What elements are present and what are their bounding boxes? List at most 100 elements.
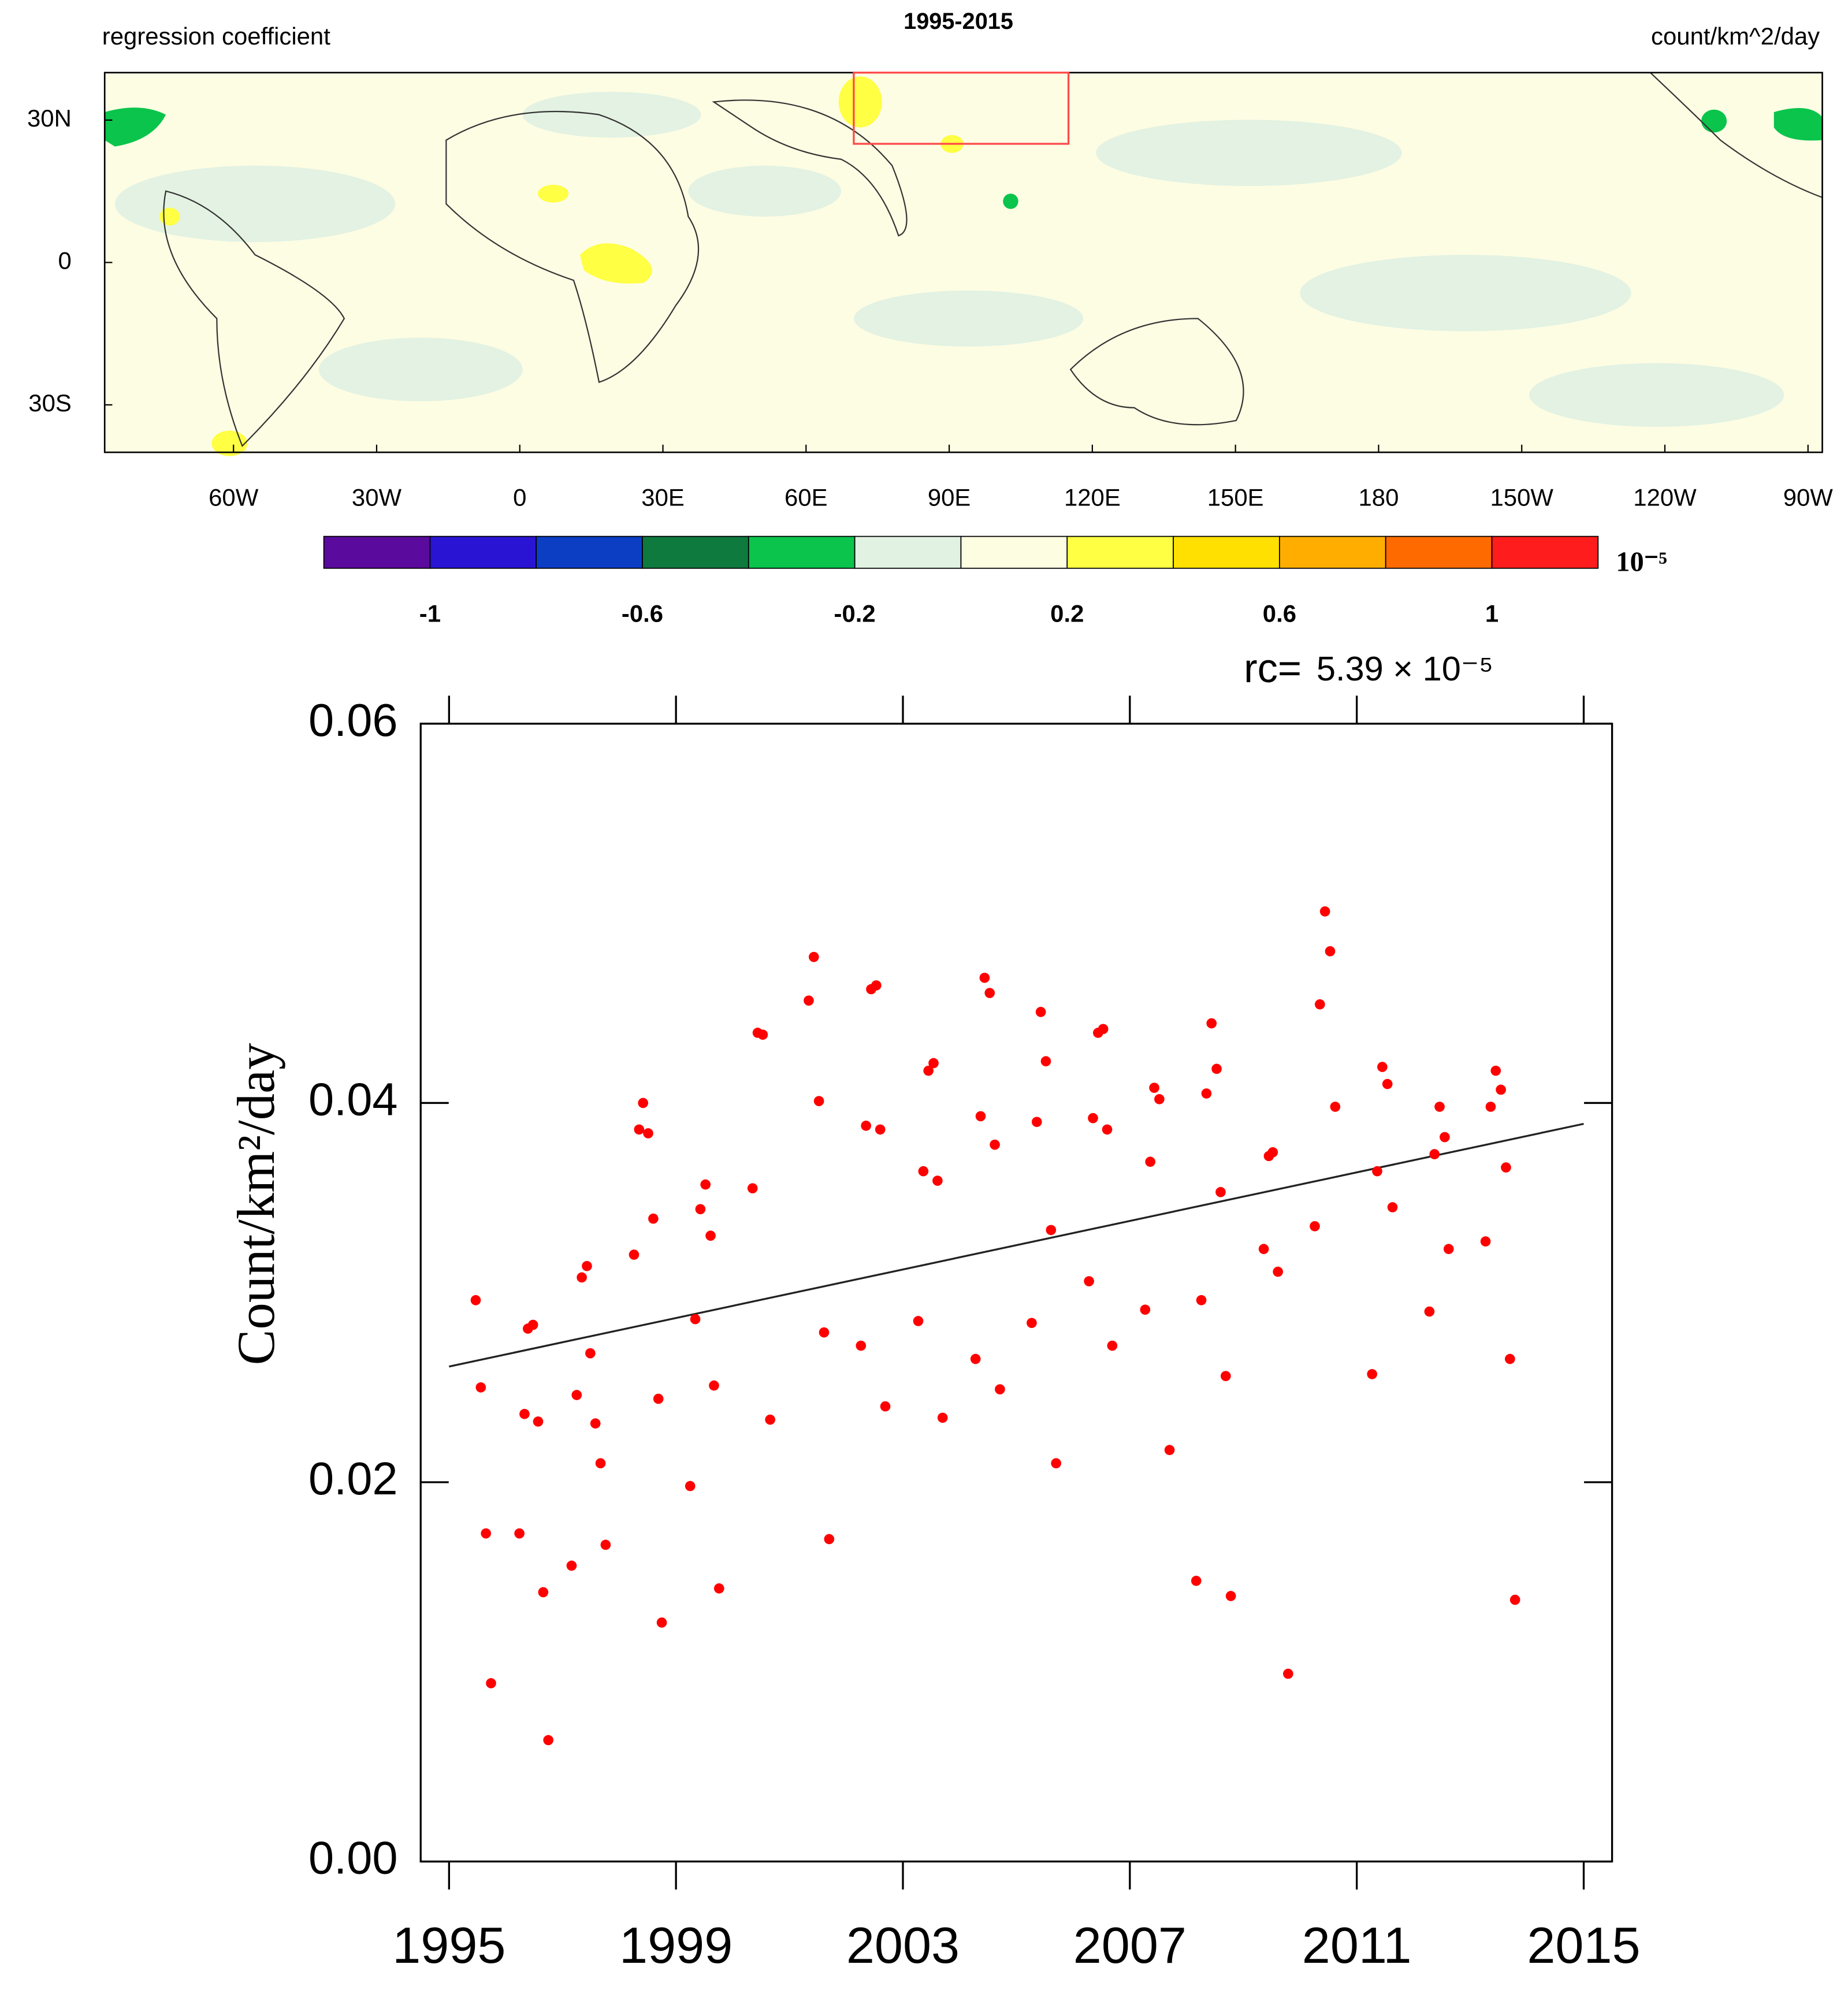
data-point: [928, 1058, 939, 1069]
colorbar-tick-label: -1: [419, 600, 441, 627]
trend-line: [448, 1122, 1584, 1368]
data-point: [808, 951, 819, 962]
data-point: [1035, 1007, 1046, 1017]
x-tick-label: 30W: [352, 484, 402, 511]
map-anomaly: [1003, 194, 1018, 209]
map-shade: [318, 337, 523, 401]
data-point: [747, 1183, 758, 1193]
data-point: [1196, 1295, 1207, 1305]
map-anomaly: [1701, 109, 1727, 133]
data-point: [481, 1528, 491, 1539]
coastline: [712, 99, 908, 237]
data-point: [1480, 1236, 1491, 1247]
data-point: [1273, 1266, 1283, 1277]
data-point: [638, 1098, 649, 1108]
data-point: [486, 1678, 496, 1688]
highlight-region: [853, 72, 1070, 145]
data-point: [527, 1319, 538, 1330]
data-point: [643, 1128, 653, 1139]
map-right-title: count/km^2/day: [1651, 23, 1820, 50]
colorbar-tick-label: -0.2: [834, 600, 876, 627]
data-point: [695, 1204, 706, 1215]
data-point: [824, 1534, 835, 1545]
x-tick-label: 1995: [392, 1917, 505, 1974]
data-point: [1443, 1244, 1454, 1255]
map-anomaly: [1773, 108, 1823, 141]
colorbar-box: [642, 535, 749, 569]
colorbar-box: [323, 535, 431, 569]
data-point: [1149, 1082, 1159, 1093]
x-tick-label: 60W: [209, 484, 259, 511]
data-point: [1382, 1078, 1393, 1089]
data-point: [634, 1124, 645, 1135]
data-point: [970, 1353, 981, 1364]
data-point: [629, 1249, 639, 1260]
data-point: [1496, 1084, 1506, 1095]
colorbar-box: [748, 535, 856, 569]
data-point: [1325, 946, 1336, 957]
data-point: [1102, 1124, 1113, 1135]
y-axis-label: Count/km²/day: [226, 1043, 286, 1366]
data-point: [1387, 1202, 1398, 1212]
data-point: [533, 1416, 544, 1427]
y-tick-label: 0: [58, 247, 72, 274]
x-tick-label: 90W: [1783, 484, 1834, 511]
x-tick-label: 2003: [846, 1917, 960, 1974]
data-point: [705, 1230, 716, 1241]
data-point: [875, 1124, 886, 1135]
map-anomaly: [579, 243, 652, 284]
data-point: [1220, 1371, 1231, 1382]
data-point: [1330, 1102, 1341, 1112]
map-background: [103, 72, 1823, 456]
x-tick-label: 120E: [1064, 484, 1121, 511]
colorbar-box: [1066, 535, 1174, 569]
x-tick-label: 2011: [1302, 1917, 1412, 1974]
data-point: [1258, 1244, 1269, 1255]
y-tick-label: 0.00: [308, 1832, 398, 1884]
map-shade: [1529, 363, 1784, 427]
map-anomaly: [538, 184, 569, 203]
data-point: [1027, 1318, 1037, 1329]
data-point: [713, 1583, 724, 1594]
annotation-value: 5.39 × 10⁻⁵: [1317, 649, 1493, 688]
x-tick-label: 1999: [619, 1917, 732, 1974]
data-point: [1319, 906, 1330, 917]
data-point: [1215, 1186, 1226, 1197]
data-point: [1145, 1156, 1156, 1167]
data-point: [1267, 1147, 1278, 1158]
map-left-title: regression coefficient: [102, 23, 330, 50]
colorbar-tick-label: 0.6: [1263, 600, 1296, 627]
colorbar-box: [1385, 535, 1493, 569]
data-point: [1051, 1458, 1061, 1469]
data-point: [1206, 1018, 1217, 1029]
x-tick-label: 90E: [928, 484, 971, 511]
x-tick-label: 30E: [641, 484, 685, 511]
data-point: [600, 1539, 611, 1550]
y-tick-label: 30N: [27, 105, 72, 132]
data-point: [1440, 1132, 1450, 1143]
data-point: [656, 1617, 667, 1628]
data-point: [1501, 1162, 1511, 1173]
data-point: [913, 1316, 924, 1326]
coastline: [1069, 318, 1244, 426]
coastline: [445, 110, 700, 384]
data-point: [1434, 1102, 1445, 1112]
data-point: [585, 1348, 596, 1359]
x-tick-label: 150E: [1207, 484, 1264, 511]
colorbar-unit: 10⁻⁵: [1616, 546, 1667, 577]
data-point: [1201, 1088, 1212, 1099]
data-point: [1046, 1225, 1057, 1236]
map-anomaly: [838, 76, 882, 128]
map-shade: [114, 165, 396, 243]
map-shade: [1300, 255, 1631, 332]
data-point: [813, 1096, 824, 1106]
colorbar-box: [536, 535, 643, 569]
data-point: [1367, 1369, 1378, 1379]
data-point: [1031, 1117, 1042, 1128]
data-point: [543, 1735, 554, 1746]
y-tick-label: 0.02: [308, 1453, 398, 1504]
data-point: [871, 980, 882, 991]
data-point: [1211, 1063, 1222, 1074]
